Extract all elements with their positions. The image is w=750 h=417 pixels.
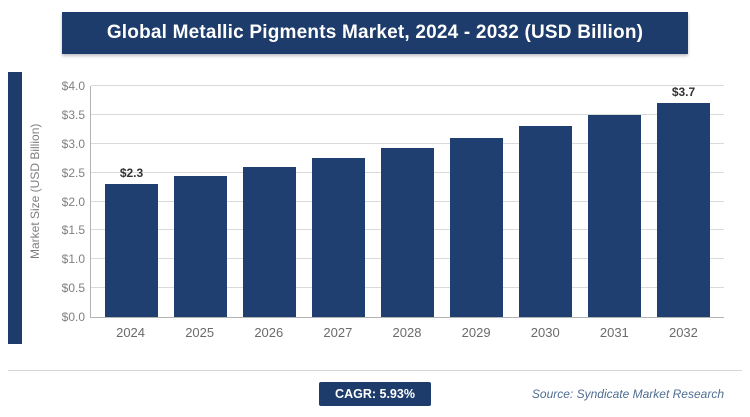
bar-2026 — [243, 166, 296, 317]
chart-title-bar: Global Metallic Pigments Market, 2024 - … — [62, 12, 688, 54]
bar-slot — [235, 86, 304, 317]
bar-slot — [511, 86, 580, 317]
plot-wrap: $0.0 $0.5 $1.0 $1.5 $2.0 $2.5 $3.0 $3.5 $4.0 $2.3… — [44, 72, 724, 344]
y-axis-label: Market Size (USD Billion) — [28, 123, 42, 259]
bar-2025 — [174, 175, 227, 317]
source-text: Source: Syndicate Market Research — [531, 387, 724, 401]
chart-title: Global Metallic Pigments Market, 2024 - … — [106, 22, 644, 43]
x-tick-label-2026: 2026 — [254, 325, 284, 340]
footer: CAGR: 5.93% Source: Syndicate Market Res… — [8, 370, 742, 406]
y-tick-label: $0.0 — [61, 310, 85, 324]
y-tick-label: $0.5 — [61, 281, 85, 296]
bar-value-label-2032: $3.7 — [671, 85, 696, 100]
y-tick-label: $3.5 — [61, 107, 85, 122]
bar-slot — [580, 86, 649, 317]
x-tick-label-2024: 2024 — [116, 325, 146, 340]
x-tick-label-2029: 2029 — [461, 325, 491, 340]
y-tick-label: $3.0 — [61, 136, 85, 151]
accent-stripe — [8, 72, 22, 344]
bar-2031 — [588, 114, 641, 317]
bar-slot: $2.3 — [97, 86, 166, 317]
plot-area: $0.0 $0.5 $1.0 $1.5 $2.0 $2.5 $3.0 $3.5 $4.0 $2.3… — [62, 80, 724, 323]
y-tick-label: $2.5 — [61, 165, 85, 180]
cagr-badge: CAGR: 5.93% — [319, 382, 431, 406]
bar-2028 — [381, 147, 434, 317]
bar-2027 — [312, 158, 365, 317]
bar-slot — [442, 86, 511, 317]
x-tick-label-2027: 2027 — [323, 325, 353, 340]
bar-slot — [304, 86, 373, 317]
y-tick-label: $1.0 — [61, 252, 85, 267]
bar-slot — [373, 86, 442, 317]
bar-value-label-2024: $2.3 — [119, 166, 144, 181]
gridline — [91, 85, 724, 86]
x-axis-labels: 2024 2025 2026 2027 2028 2029 2030 2031 2032 — [90, 325, 724, 340]
bar-2030 — [519, 126, 572, 317]
x-tick-label-2028: 2028 — [392, 325, 422, 340]
gridline — [91, 142, 724, 144]
gridline — [91, 113, 724, 115]
chart-area: Market Size (USD Billion) $0.0 $0.5 $1.0 $1… — [8, 72, 724, 344]
x-tick-label-2031: 2031 — [599, 325, 629, 340]
bar-2024: $2.3 — [105, 166, 158, 317]
x-tick-label-2025: 2025 — [185, 325, 215, 340]
y-tick-label: $4.0 — [61, 79, 85, 93]
bar-slot — [166, 86, 235, 317]
y-tick-label: $2.0 — [61, 194, 85, 209]
x-tick-label-2032: 2032 — [668, 325, 698, 340]
cagr-label: CAGR: 5.93% — [335, 387, 415, 401]
bars-container: $2.3 $3.7 — [91, 85, 724, 317]
x-tick-label-2030: 2030 — [530, 325, 560, 340]
bar-2029 — [450, 137, 503, 317]
bar-2032: $3.7 — [657, 85, 710, 317]
y-tick-label: $1.5 — [61, 223, 85, 238]
page: Global Metallic Pigments Market, 2024 - … — [0, 12, 750, 406]
bar-slot: $3.7 — [649, 85, 718, 317]
